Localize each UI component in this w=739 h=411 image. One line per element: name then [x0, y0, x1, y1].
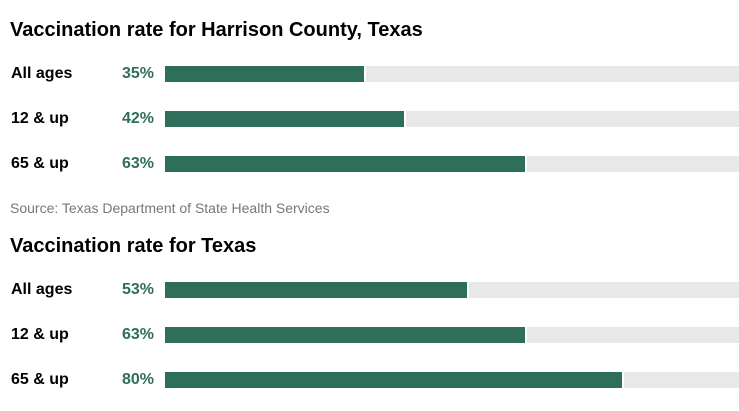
- value-label: 35%: [121, 65, 154, 82]
- category-label: 65 & up: [11, 371, 69, 388]
- category-label: 65 & up: [11, 155, 69, 172]
- bar-row: All ages 35%: [0, 62, 739, 86]
- bar: [165, 282, 469, 298]
- category-label: All ages: [11, 281, 73, 298]
- bar-row: 12 & up 63%: [0, 323, 739, 347]
- value-label: 63%: [121, 155, 154, 172]
- chart-title-texas: Vaccination rate for Texas: [10, 235, 257, 257]
- bar: [165, 156, 527, 172]
- bar: [165, 111, 406, 127]
- value-label: 53%: [121, 281, 154, 298]
- source-note: Source: Texas Department of State Health…: [10, 200, 330, 216]
- category-label: All ages: [11, 65, 73, 82]
- bar-track: [165, 327, 739, 343]
- bar-row: 65 & up 63%: [0, 152, 739, 176]
- value-label: 63%: [121, 326, 154, 343]
- bar-track: [165, 111, 739, 127]
- bar: [165, 66, 366, 82]
- value-label: 80%: [121, 371, 154, 388]
- value-label: 42%: [121, 110, 154, 127]
- bar: [165, 327, 527, 343]
- bar-track: [165, 156, 739, 172]
- bar-row: 12 & up 42%: [0, 107, 739, 131]
- chart-title-harrison: Vaccination rate for Harrison County, Te…: [10, 19, 423, 41]
- category-label: 12 & up: [11, 110, 69, 127]
- bar: [165, 372, 624, 388]
- bar-track: [165, 372, 739, 388]
- bar-track: [165, 66, 739, 82]
- bar-row: 65 & up 80%: [0, 368, 739, 392]
- bar-track: [165, 282, 739, 298]
- category-label: 12 & up: [11, 326, 69, 343]
- bar-row: All ages 53%: [0, 278, 739, 302]
